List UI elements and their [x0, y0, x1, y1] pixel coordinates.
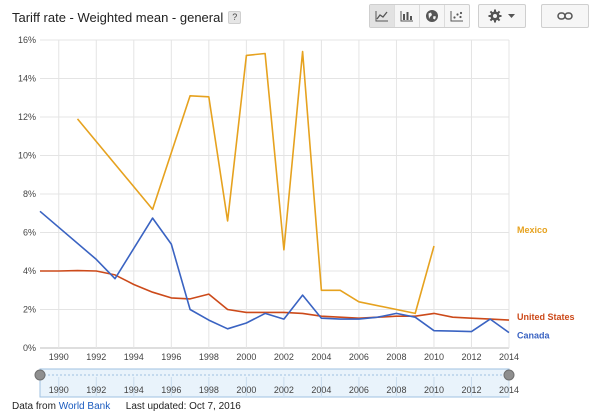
- x-tick-label: 2012: [461, 352, 481, 362]
- x-tick-label: 1992: [86, 352, 106, 362]
- series-label-united-states: United States: [517, 312, 575, 322]
- x-tick-label: 1996: [161, 352, 181, 362]
- line-chart-button[interactable]: [370, 5, 395, 27]
- range-tick-label: 2000: [236, 385, 256, 395]
- y-tick-label: 2%: [23, 305, 36, 315]
- line-chart-icon: [375, 11, 388, 22]
- range-tick-label: 1996: [161, 385, 181, 395]
- bar-chart-button[interactable]: [395, 5, 420, 27]
- series-line-canada[interactable]: [39, 210, 510, 334]
- x-tick-label: 2010: [424, 352, 444, 362]
- map-globe-icon: [426, 10, 438, 22]
- chart-type-toolbar: [369, 4, 470, 28]
- range-tick-label: 2002: [274, 385, 294, 395]
- y-tick-label: 4%: [23, 266, 36, 276]
- series-line-mexico[interactable]: [76, 50, 435, 315]
- y-tick-label: 12%: [18, 112, 36, 122]
- x-tick-label: 1994: [124, 352, 144, 362]
- range-tick-label: 1992: [86, 385, 106, 395]
- x-tick-label: 1998: [199, 352, 219, 362]
- x-tick-label: 2014: [499, 352, 519, 362]
- caret-down-icon: [508, 14, 515, 18]
- x-tick-label: 2006: [349, 352, 369, 362]
- range-tick-label: 2012: [461, 385, 481, 395]
- x-tick-label: 2008: [386, 352, 406, 362]
- settings-button[interactable]: [479, 5, 525, 27]
- world-bank-link[interactable]: World Bank: [58, 401, 111, 412]
- bar-chart-icon: [400, 11, 413, 22]
- y-tick-label: 6%: [23, 228, 36, 238]
- range-tick-label: 2006: [349, 385, 369, 395]
- range-handle-right[interactable]: [503, 369, 515, 381]
- chart-title-row: Tariff rate - Weighted mean - general ?: [12, 7, 242, 27]
- y-tick-label: 14%: [18, 74, 36, 84]
- x-tick-label: 2000: [236, 352, 256, 362]
- last-updated-text: Last updated: Oct 7, 2016: [125, 401, 241, 412]
- range-selector[interactable]: [39, 368, 510, 398]
- scatter-chart-icon: [450, 11, 463, 22]
- x-tick-label: 2002: [274, 352, 294, 362]
- share-link-button[interactable]: [541, 4, 589, 28]
- map-button[interactable]: [420, 5, 445, 27]
- x-tick-label: 2004: [311, 352, 331, 362]
- link-button[interactable]: [542, 5, 588, 27]
- settings-dropdown[interactable]: [478, 4, 526, 28]
- range-tick-label: 2004: [311, 385, 331, 395]
- series-label-mexico: Mexico: [517, 225, 548, 235]
- range-tick-label: 1990: [49, 385, 69, 395]
- range-tick-label: 2008: [386, 385, 406, 395]
- range-handle-left[interactable]: [34, 369, 46, 381]
- y-tick-label: 10%: [18, 151, 36, 161]
- chart-title: Tariff rate - Weighted mean - general: [12, 9, 224, 25]
- x-tick-label: 1990: [49, 352, 69, 362]
- link-icon: [557, 12, 573, 20]
- footer: Data from World Bank Last updated: Oct 7…: [12, 401, 241, 412]
- y-tick-label: 8%: [23, 189, 36, 199]
- range-tick-label: 2010: [424, 385, 444, 395]
- y-tick-label: 0%: [23, 343, 36, 353]
- range-tick-label: 2014: [499, 385, 519, 395]
- gear-icon: [488, 9, 502, 23]
- help-button[interactable]: ?: [228, 10, 242, 24]
- range-tick-label: 1994: [124, 385, 144, 395]
- series-line-united-states[interactable]: [40, 269, 510, 321]
- series-label-canada: Canada: [517, 331, 551, 341]
- range-tick-label: 1998: [199, 385, 219, 395]
- chart-area: 0% 2% 4% 6% 8% 10% 12% 14% 16% Mexico United Stat…: [18, 35, 575, 398]
- scatter-chart-button[interactable]: [445, 5, 469, 27]
- y-tick-label: 16%: [18, 35, 36, 45]
- footer-source-prefix: Data from: [12, 401, 56, 412]
